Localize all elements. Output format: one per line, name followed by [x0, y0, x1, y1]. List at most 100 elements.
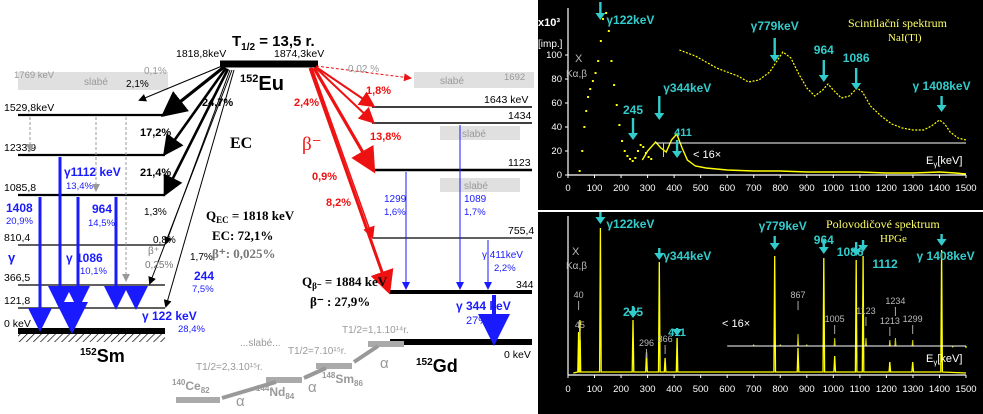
top-y-unit: [imp.] — [538, 39, 563, 50]
bottom-small-peak: 1005 — [825, 314, 845, 324]
beta-feed-arrow — [315, 66, 376, 108]
top-x-label: Eγ[keV] — [926, 155, 962, 169]
bottom-peak-1112: 1112 — [872, 257, 898, 271]
bottom-marker-779-head — [769, 243, 780, 250]
top-trace-dot — [618, 124, 621, 126]
sm-weak-label: slabé — [84, 77, 108, 88]
bottom-small-peak: 1123 — [856, 306, 875, 316]
sm-level-366: 366,5 — [4, 272, 30, 284]
top-trace-dot — [591, 80, 594, 82]
bottom-peak-964: 964 — [814, 233, 834, 247]
y-tick-label: 80 — [551, 74, 562, 85]
beta-feed-arrow — [315, 67, 375, 124]
x-tick-label: 600 — [719, 183, 735, 194]
top-trace-dot — [626, 155, 629, 157]
bottom-axes: 0 100 200 300 400 500 600 700 800 900 1000 1100 1200… — [565, 216, 977, 395]
chain-half-life: T1/2=7.10¹⁵r. — [288, 346, 346, 357]
top-trace-dot — [650, 158, 653, 160]
gd-nucleus: 152Gd — [416, 356, 458, 376]
x-tick-label: 1200 — [876, 183, 897, 194]
x-tick-label: 1400 — [929, 384, 950, 395]
bottom-marker-1086-head — [851, 249, 862, 256]
ec-label: EC — [230, 135, 252, 152]
beta-feed-label: 13,8% — [370, 131, 401, 143]
sm-gamma-1408-int: 20,9% — [6, 216, 33, 227]
top-trace-dot — [585, 110, 588, 112]
beta-feed-arrow — [308, 67, 394, 295]
x-tick-label: 300 — [640, 183, 656, 194]
x-tick-label: 100 — [587, 183, 603, 194]
top-trace-dot — [631, 160, 634, 162]
bottom-marker-1112-head — [858, 245, 869, 252]
bottom-marker-245-head — [628, 311, 639, 318]
sm-gamma-244-int: 7,5% — [192, 284, 214, 295]
top-trace-dot — [594, 72, 597, 74]
gd-weak-label: slabé — [464, 181, 488, 192]
top-trace: γ122keV γ779keV 964 1086 γ 1408keV 245 γ344keV… — [578, 2, 971, 175]
gd-gamma-344-int: 27% — [466, 315, 488, 327]
x-tick-label: 300 — [640, 384, 656, 395]
eu-energy-right: 1874,3keV — [274, 48, 324, 60]
x-tick-label: 1300 — [902, 384, 923, 395]
chain-alpha: α — [236, 393, 245, 410]
top-trace-dot — [629, 158, 632, 160]
top-trace-dot — [634, 157, 637, 159]
sm-gamma-122: γ 122 keV — [142, 309, 197, 323]
sm-gamma-1086-int: 10,1% — [80, 266, 107, 277]
bottom-subtitle: HPGe — [880, 233, 907, 245]
ec-feed-arrow — [162, 67, 228, 157]
x-tick-label: 500 — [693, 384, 709, 395]
x-tick-label: 1500 — [955, 183, 976, 194]
ec-q-value: QEC = 1818 keV — [206, 208, 295, 225]
x-tick-label: 500 — [693, 183, 709, 194]
top-trace-dot — [587, 96, 590, 98]
x-tick-label: 1400 — [929, 183, 950, 194]
sm-level-1529: 1529,8keV — [4, 102, 54, 114]
top-marker-245-head — [628, 133, 639, 140]
gd-gamma-1299-int: 1,6% — [384, 207, 406, 218]
top-peak-245: 245 — [623, 103, 643, 117]
sm-gamma-label: γ — [8, 250, 16, 265]
top-peak-411: 411 — [674, 127, 692, 139]
sm-level-0: 0 keV — [4, 318, 31, 330]
bottom-peak-245: 245 — [623, 305, 643, 319]
x-tick-label: 200 — [613, 384, 629, 395]
ec-feed-arrow — [163, 68, 230, 197]
beta-plus-label: β⁺ — [148, 246, 159, 257]
top-xray-sub: Kα,β — [566, 69, 587, 80]
top-trace-dot — [605, 12, 608, 14]
bottom-zoom: < 16× — [722, 318, 750, 330]
sm-weak-band — [18, 72, 168, 90]
gd-weak-label: slabé — [462, 129, 486, 140]
beta-label: β⁻ — [302, 134, 322, 155]
gd-weak-band — [414, 72, 534, 88]
top-trace-dot — [639, 144, 642, 146]
ec-feed-label: 21,4% — [140, 167, 171, 179]
eu-energy-left: 1818,8keV — [176, 48, 226, 60]
chain-nucleus: 144Nd84 — [256, 384, 295, 401]
x-tick-label: 1200 — [876, 384, 897, 395]
top-trace-zoom — [679, 49, 967, 141]
bottom-marker-122-head — [595, 217, 606, 224]
x-tick-label: 100 — [587, 384, 603, 395]
bottom-peak-344: γ344keV — [663, 249, 711, 263]
sm-gamma-1112-int: 13,4% — [66, 181, 93, 192]
top-trace-line — [641, 132, 967, 175]
sm-gamma-964-int: 14,5% — [88, 218, 115, 229]
top-marker-122-head — [595, 13, 606, 20]
bottom-small-peak: 1213 — [880, 316, 900, 326]
x-tick-label: 800 — [772, 183, 788, 194]
sm-gamma-1086: γ 1086 — [66, 251, 103, 265]
decay-scheme: T1/2 = 13,5 r. 1818,8keV 1874,3keV 152Eu… — [4, 33, 534, 410]
beta-feed-arrow — [312, 67, 376, 174]
beta-feed-label: 1,8% — [366, 85, 391, 97]
beta-q-value: Qβ⁻ = 1884 keV — [302, 274, 388, 291]
x-tick-label: 400 — [666, 183, 682, 194]
beta-feed-label: 8,2% — [326, 197, 351, 209]
gd-gamma-1089-int: 1,7% — [464, 207, 486, 218]
ec-feed-label: 0,1% — [144, 66, 167, 77]
x-tick-label: 1300 — [902, 183, 923, 194]
ec-feed-label: 17,2% — [140, 127, 171, 139]
bottom-trace-line — [573, 227, 967, 374]
